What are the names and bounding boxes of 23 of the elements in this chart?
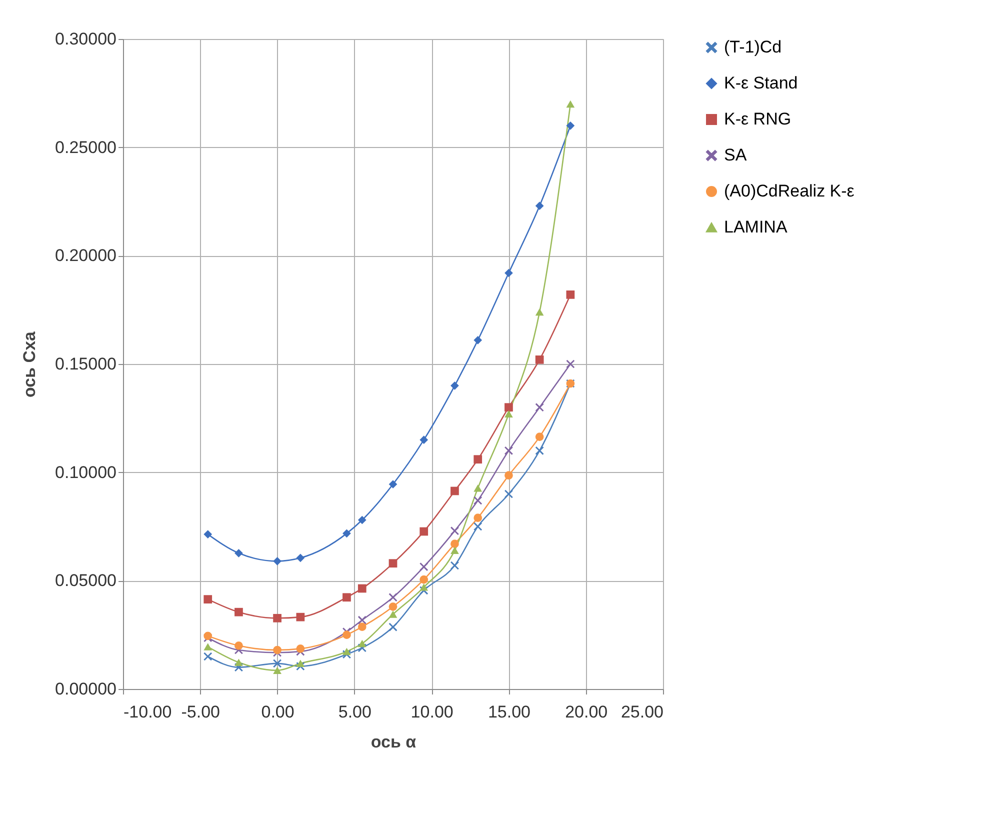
x-tick-label: -10.00 [124,702,172,722]
y-tick-label: 0.05000 [55,571,116,590]
y-tick-label: 0.00000 [55,680,116,698]
x-tick-label: -5.00 [181,702,220,722]
legend-label: K-ε RNG [724,110,792,128]
y-tick-label: 0.20000 [55,246,116,266]
y-tick-label: 0.25000 [55,138,116,157]
legend-label: SA [724,146,748,164]
legend-label: (A0)CdRealiz K-ε [724,182,855,200]
x-tick-label: 20.00 [565,702,608,722]
x-tick-label: 15.00 [488,702,530,722]
y-tick-label: 0.10000 [55,462,116,482]
x-tick-label: 25.00 [620,702,664,722]
x-tick-label: 10.00 [410,702,454,722]
y-tick-label: 0.30000 [55,30,116,48]
legend-label: (T-1)Cd [724,38,782,56]
y-axis-title: ось Cxa [20,330,40,398]
x-tick-label: 5.00 [338,702,372,722]
x-tick-label: 0.00 [261,702,294,722]
y-tick-label: 0.15000 [55,354,116,374]
legend-label: K-ε Stand [724,74,798,92]
legend-label: LAMINA [724,218,788,236]
x-axis-title: ось α [370,732,417,752]
